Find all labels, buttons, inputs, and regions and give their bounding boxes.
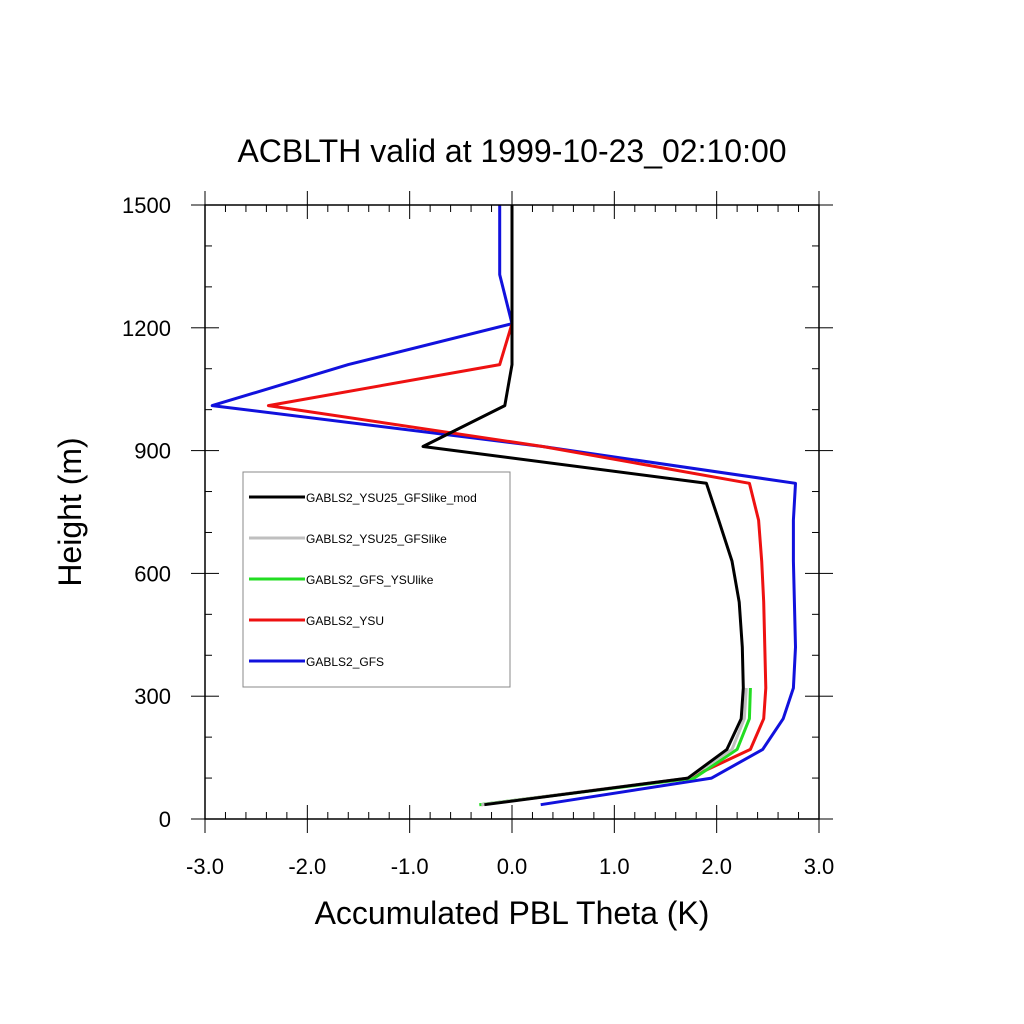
legend: GABLS2_YSU25_GFSlike_mod GABLS2_YSU25_GF… [242, 471, 511, 688]
x-tick-label: -1.0 [391, 854, 429, 879]
series-line [210, 205, 797, 807]
series-line [421, 205, 745, 807]
chart-title: ACBLTH valid at 1999-10-23_02:10:00 [237, 133, 786, 169]
y-tick-label: 300 [134, 684, 171, 709]
y-tick-label: 900 [134, 439, 171, 464]
x-tick-labels: -3.0 -2.0 -1.0 0.0 1.0 2.0 3.0 [186, 854, 834, 879]
legend-label: GABLS2_YSU25_GFSlike [306, 532, 447, 546]
series-layer [210, 205, 797, 807]
y-tick-label: 1500 [122, 193, 171, 218]
y-tick-label: 600 [134, 561, 171, 586]
legend-label: GABLS2_YSU25_GFSlike_mod [306, 491, 477, 505]
y-tick-labels: 0 300 600 900 1200 1500 [122, 193, 171, 832]
x-tick-label: -2.0 [288, 854, 326, 879]
legend-label: GABLS2_GFS [306, 655, 384, 669]
x-tick-label: 0.0 [497, 854, 528, 879]
legend-label: GABLS2_YSU [306, 614, 384, 628]
x-tick-label: -3.0 [186, 854, 224, 879]
series-line [266, 323, 768, 807]
y-axis-title: Height (m) [52, 437, 88, 586]
x-tick-label: 2.0 [701, 854, 732, 879]
y-tick-label: 1200 [122, 316, 171, 341]
plot-frame [204, 204, 820, 820]
x-axis-title: Accumulated PBL Theta (K) [315, 895, 710, 931]
x-tick-label: 1.0 [599, 854, 630, 879]
legend-label: GABLS2_GFS_YSUlike [306, 573, 434, 587]
y-tick-label: 0 [159, 807, 171, 832]
x-tick-label: 3.0 [804, 854, 835, 879]
